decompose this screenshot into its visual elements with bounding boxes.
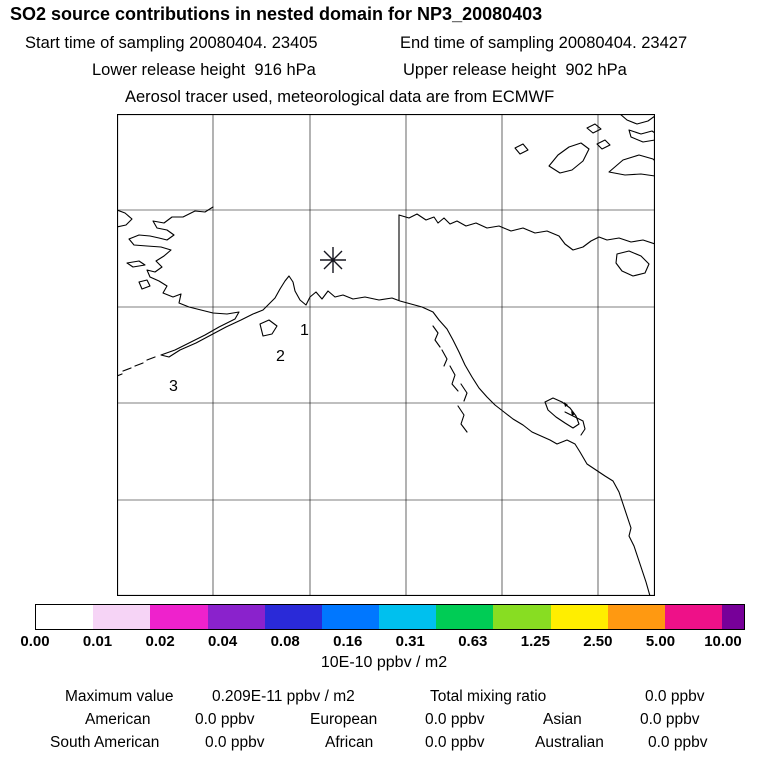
colorbar-tick-label: 1.25	[520, 633, 550, 650]
arctic-island-small-3	[514, 143, 529, 155]
figure-title: SO2 source contributions in nested domai…	[10, 4, 543, 24]
max-value-label: Maximum value	[65, 688, 174, 705]
nunivak-island	[138, 279, 151, 290]
colorbar-tick-label: 2.50	[583, 633, 613, 650]
colorbar-segment	[550, 605, 608, 629]
total-mixing-ratio-label: Total mixing ratio	[430, 688, 547, 705]
colorbar-ticks: 0.00 0.01 0.02 0.04 0.08 0.16 0.31 0.63 1.25 2.50…	[20, 633, 745, 651]
upper-release-label: Upper release height 902 hPa	[403, 61, 627, 79]
coastline-alaska-mainland	[128, 206, 651, 597]
filled-island-2	[571, 411, 575, 416]
coastlines	[116, 113, 656, 597]
region-asian-label: Asian	[543, 711, 582, 728]
map-plot: 1 2 3	[116, 113, 656, 597]
colorbar-tick-label: 0.02	[145, 633, 175, 650]
region-african-value: 0.0 ppbv	[425, 734, 485, 751]
colorbar-segment	[379, 605, 437, 629]
colorbar-segment	[150, 605, 208, 629]
banks-island	[548, 142, 590, 174]
region-australian-label: Australian	[535, 734, 604, 751]
end-time-label: End time of sampling 20080404. 23427	[400, 34, 688, 52]
region-american-value: 0.0 ppbv	[195, 711, 255, 728]
arctic-island-top-1	[619, 113, 656, 125]
colorbar-tick-label: 0.16	[333, 633, 363, 650]
region-australian-value: 0.0 ppbv	[648, 734, 708, 751]
colorbar-tick-label: 10.00	[704, 633, 742, 650]
region-european-label: European	[310, 711, 378, 728]
colorbar-segment	[493, 605, 551, 629]
colorbar-segment	[207, 605, 265, 629]
release-point-label-1: 1	[300, 322, 309, 339]
release-marker-asterisk-icon	[320, 247, 346, 273]
colorbar-segment	[722, 605, 745, 629]
lower-release-label: Lower release height 916 hPa	[92, 61, 316, 79]
filled-islands	[564, 402, 575, 416]
colorbar-tick-label: 0.00	[20, 633, 50, 650]
colorbar-tick-label: 5.00	[645, 633, 676, 650]
aleutian-islands	[116, 356, 156, 377]
colorbar-tick-label: 0.08	[270, 633, 300, 650]
vancouver-island	[544, 397, 580, 429]
chukotka-coast	[116, 209, 133, 228]
arctic-island-small-2	[586, 123, 602, 134]
arctic-island-small-1	[596, 139, 611, 150]
kodiak-island	[259, 319, 278, 337]
map-svg: 1 2 3	[116, 113, 656, 597]
arctic-island-top-2	[628, 129, 656, 143]
colorbar-segment	[93, 605, 151, 629]
total-mixing-ratio-value: 0.0 ppbv	[645, 688, 705, 705]
region-south-american-label: South American	[50, 734, 160, 751]
colorbar-segment	[664, 605, 723, 629]
colorbar-segment	[36, 605, 94, 629]
start-time-label: Start time of sampling 20080404. 23405	[25, 34, 318, 52]
st-lawrence-island	[126, 260, 146, 268]
colorbar-segment	[321, 605, 380, 629]
colorbar-segment	[607, 605, 665, 629]
victoria-island	[608, 154, 656, 177]
tracer-info-label: Aerosol tracer used, meteorological data…	[125, 88, 555, 106]
map-border	[116, 113, 656, 597]
release-point-label-2: 2	[276, 348, 285, 365]
colorbar-tick-label: 0.31	[395, 633, 425, 650]
max-value-number: 0.209E-11 ppbv / m2	[212, 688, 355, 705]
region-asian-value: 0.0 ppbv	[640, 711, 700, 728]
colorbar-tick-label: 0.63	[458, 633, 488, 650]
coastline-arctic-canada	[398, 213, 656, 251]
region-african-label: African	[325, 734, 374, 751]
colorbar-segment	[264, 605, 322, 629]
juan-de-fuca-strait	[564, 411, 586, 436]
grid-lines	[117, 114, 655, 596]
region-american-label: American	[85, 711, 151, 728]
colorbar-units-label: 10E-10 ppbv / m2	[320, 654, 448, 671]
colorbar-segment	[436, 605, 494, 629]
colorbar	[35, 604, 745, 630]
filled-island-1	[564, 402, 568, 407]
colorbar-segments	[36, 605, 745, 629]
region-south-american-value: 0.0 ppbv	[205, 734, 265, 751]
alexander-archipelago-islands	[432, 325, 468, 433]
colorbar-tick-label: 0.04	[208, 633, 238, 650]
release-point-label-3: 3	[169, 378, 178, 395]
region-european-value: 0.0 ppbv	[425, 711, 485, 728]
colorbar-tick-label: 0.01	[82, 633, 113, 650]
great-bear-lake	[615, 250, 650, 277]
